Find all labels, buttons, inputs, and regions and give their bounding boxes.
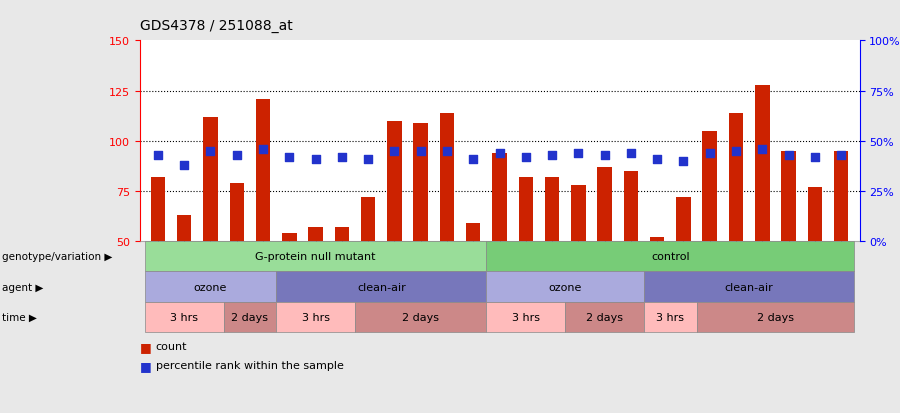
Text: ozone: ozone bbox=[194, 282, 227, 292]
Text: control: control bbox=[651, 252, 689, 262]
Bar bbox=[598, 168, 612, 242]
Bar bbox=[755, 85, 770, 242]
Bar bbox=[492, 154, 507, 242]
Text: 3 hrs: 3 hrs bbox=[656, 312, 684, 322]
Bar bbox=[282, 234, 296, 242]
Point bbox=[598, 152, 612, 159]
Point bbox=[492, 150, 507, 157]
Point bbox=[282, 154, 296, 161]
Text: 3 hrs: 3 hrs bbox=[302, 312, 329, 322]
Text: genotype/variation ▶: genotype/variation ▶ bbox=[2, 252, 112, 262]
Point bbox=[544, 152, 559, 159]
Point bbox=[413, 148, 428, 155]
Text: percentile rank within the sample: percentile rank within the sample bbox=[156, 360, 344, 370]
Point bbox=[781, 152, 796, 159]
Bar bbox=[781, 152, 796, 242]
Text: clean-air: clean-air bbox=[357, 282, 406, 292]
Point bbox=[177, 162, 192, 169]
Point bbox=[624, 150, 638, 157]
Bar bbox=[440, 114, 454, 242]
Point bbox=[466, 156, 481, 163]
Point bbox=[807, 154, 822, 161]
Bar bbox=[676, 197, 690, 242]
Point bbox=[230, 152, 244, 159]
Text: clean-air: clean-air bbox=[724, 282, 773, 292]
Text: time ▶: time ▶ bbox=[2, 312, 37, 322]
Bar bbox=[807, 188, 822, 242]
Point bbox=[518, 154, 533, 161]
Text: ■: ■ bbox=[140, 340, 151, 353]
Bar bbox=[624, 171, 638, 242]
Point bbox=[150, 152, 165, 159]
Text: count: count bbox=[156, 341, 187, 351]
Bar bbox=[413, 123, 428, 242]
Text: 2 days: 2 days bbox=[231, 312, 268, 322]
Point bbox=[440, 148, 454, 155]
Bar bbox=[309, 228, 323, 242]
Point bbox=[676, 158, 690, 165]
Point bbox=[203, 148, 218, 155]
Bar bbox=[177, 216, 192, 242]
Text: 3 hrs: 3 hrs bbox=[170, 312, 198, 322]
Bar bbox=[518, 178, 533, 242]
Bar bbox=[230, 183, 244, 242]
Point bbox=[703, 150, 717, 157]
Bar bbox=[387, 121, 401, 242]
Bar bbox=[834, 152, 849, 242]
Bar bbox=[650, 237, 664, 242]
Bar bbox=[335, 228, 349, 242]
Bar bbox=[150, 178, 165, 242]
Point bbox=[729, 148, 743, 155]
Point bbox=[387, 148, 401, 155]
Text: ozone: ozone bbox=[548, 282, 582, 292]
Text: agent ▶: agent ▶ bbox=[2, 282, 43, 292]
Bar bbox=[256, 100, 270, 242]
Text: G-protein null mutant: G-protein null mutant bbox=[256, 252, 376, 262]
Bar bbox=[703, 131, 717, 242]
Point bbox=[572, 150, 586, 157]
Text: 3 hrs: 3 hrs bbox=[512, 312, 540, 322]
Text: 2 days: 2 days bbox=[586, 312, 623, 322]
Bar bbox=[361, 197, 375, 242]
Point bbox=[335, 154, 349, 161]
Text: GDS4378 / 251088_at: GDS4378 / 251088_at bbox=[140, 19, 292, 33]
Text: ■: ■ bbox=[140, 359, 151, 372]
Point bbox=[309, 156, 323, 163]
Point bbox=[256, 146, 270, 153]
Bar bbox=[466, 223, 481, 242]
Point bbox=[834, 152, 849, 159]
Bar bbox=[729, 114, 743, 242]
Point bbox=[650, 156, 664, 163]
Bar bbox=[572, 185, 586, 242]
Text: 2 days: 2 days bbox=[402, 312, 439, 322]
Text: 2 days: 2 days bbox=[757, 312, 794, 322]
Bar bbox=[203, 117, 218, 242]
Bar bbox=[544, 178, 559, 242]
Point bbox=[755, 146, 770, 153]
Point bbox=[361, 156, 375, 163]
